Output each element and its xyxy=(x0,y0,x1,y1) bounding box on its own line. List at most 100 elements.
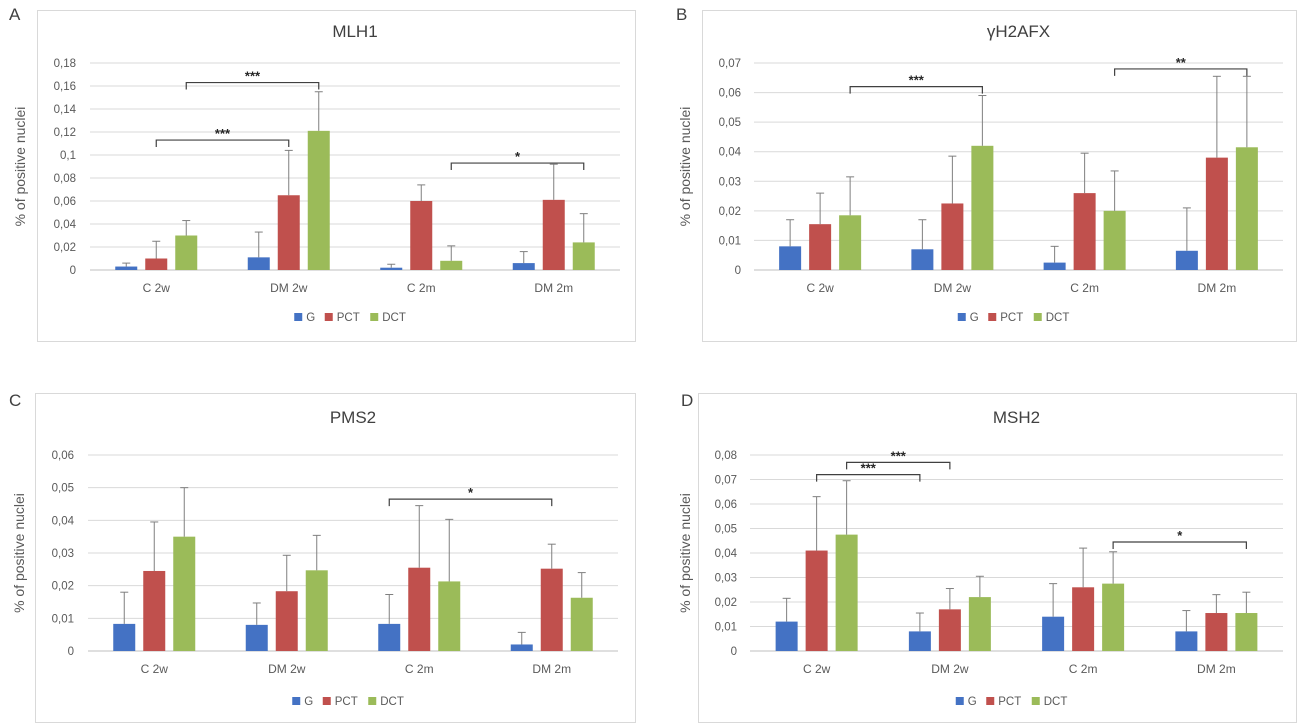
bar-pct xyxy=(1205,157,1228,270)
x-tick-label: DM 2w xyxy=(268,662,306,676)
chart-title: PMS2 xyxy=(330,408,376,427)
panel-label-a: A xyxy=(9,5,21,24)
bar-g xyxy=(779,246,802,270)
legend-swatch-g xyxy=(294,313,303,321)
y-tick-label: 0,14 xyxy=(54,104,77,116)
bar-dct xyxy=(305,570,328,651)
significance-label: ** xyxy=(1176,55,1187,70)
panel-label-c: C xyxy=(9,391,22,410)
chart-frame-d xyxy=(698,393,1297,723)
y-tick-label: 0,03 xyxy=(52,548,74,560)
legend-swatch-g xyxy=(955,697,964,705)
y-tick-label: 0 xyxy=(68,646,74,658)
y-tick-label: 0,01 xyxy=(715,622,737,634)
significance-label: *** xyxy=(245,69,261,84)
bar-g xyxy=(510,644,533,651)
y-tick-label: 0,02 xyxy=(719,206,741,218)
chart-frame-c xyxy=(35,393,636,723)
x-tick-label: DM 2w xyxy=(934,281,972,295)
bar-dct xyxy=(1102,583,1125,651)
bar-dct xyxy=(1103,210,1126,270)
legend-swatch-g xyxy=(292,697,301,705)
y-tick-label: 0,02 xyxy=(54,242,76,254)
y-tick-label: 0,06 xyxy=(52,450,74,462)
legend-label-pct: PCT xyxy=(337,312,360,324)
bar-dct xyxy=(1235,613,1258,651)
bar-g xyxy=(1042,616,1065,651)
x-tick-label: C 2w xyxy=(143,281,171,295)
x-tick-label: DM 2w xyxy=(931,662,969,676)
bar-g xyxy=(247,257,270,270)
y-axis-label: % of positive nuclei xyxy=(677,493,693,613)
significance-bracket xyxy=(1114,68,1248,76)
significance-label: * xyxy=(1177,528,1183,543)
x-tick-label: DM 2m xyxy=(532,662,571,676)
legend-label-g: G xyxy=(968,696,977,708)
y-tick-label: 0,08 xyxy=(715,450,737,462)
significance-bracket xyxy=(816,474,921,482)
y-tick-label: 0,18 xyxy=(54,58,76,70)
legend-label-g: G xyxy=(970,312,979,324)
bar-g xyxy=(1043,262,1066,270)
bar-pct xyxy=(410,201,433,270)
bar-pct xyxy=(542,199,565,270)
bar-g xyxy=(908,631,931,651)
legend-label-dct: DCT xyxy=(380,696,404,708)
chart-title: MSH2 xyxy=(993,408,1040,427)
y-axis-label: % of positive nuclei xyxy=(12,107,28,227)
legend-label-pct: PCT xyxy=(1000,312,1023,324)
significance-bracket xyxy=(846,461,951,470)
legend-swatch-g xyxy=(957,313,966,321)
bar-pct xyxy=(1205,613,1228,651)
bar-pct xyxy=(145,258,168,270)
y-tick-label: 0,05 xyxy=(52,483,74,495)
bar-g xyxy=(378,623,401,651)
y-tick-label: 0,05 xyxy=(719,117,741,129)
y-tick-label: 0,01 xyxy=(719,235,741,247)
legend-swatch-dct xyxy=(368,697,377,705)
bar-g xyxy=(1175,250,1198,270)
legend-label-dct: DCT xyxy=(1044,696,1068,708)
significance-bracket xyxy=(1112,541,1247,549)
x-tick-label: C 2m xyxy=(405,662,434,676)
x-tick-label: C 2m xyxy=(1069,662,1098,676)
bar-dct xyxy=(307,130,330,270)
y-tick-label: 0,08 xyxy=(54,173,76,185)
bar-dct xyxy=(440,260,463,270)
bar-pct xyxy=(805,550,828,651)
y-tick-label: 0,07 xyxy=(719,58,741,70)
significance-label: * xyxy=(468,485,474,500)
legend-label-dct: DCT xyxy=(382,312,406,324)
bar-pct xyxy=(938,609,961,651)
significance-bracket xyxy=(450,162,585,171)
bar-g xyxy=(115,266,138,270)
bar-pct xyxy=(275,591,298,651)
x-tick-label: DM 2w xyxy=(270,281,308,295)
y-tick-label: 0,06 xyxy=(719,88,741,100)
legend-swatch-dct xyxy=(1033,313,1042,321)
bar-g xyxy=(113,623,136,651)
significance-bracket xyxy=(185,81,320,90)
y-tick-label: 0,02 xyxy=(52,581,74,593)
x-tick-label: DM 2m xyxy=(1198,281,1237,295)
significance-label: *** xyxy=(861,461,877,476)
significance-label: *** xyxy=(215,126,231,141)
bar-g xyxy=(911,249,934,270)
legend-swatch-dct xyxy=(1031,697,1040,705)
y-tick-label: 0 xyxy=(735,265,741,277)
y-tick-label: 0,1 xyxy=(60,150,76,162)
x-tick-label: C 2w xyxy=(141,662,169,676)
y-tick-label: 0,12 xyxy=(54,127,76,139)
y-tick-label: 0,04 xyxy=(52,515,75,527)
bar-pct xyxy=(277,195,300,270)
bar-dct xyxy=(175,235,198,270)
legend-swatch-pct xyxy=(986,697,995,705)
significance-label: *** xyxy=(891,448,907,463)
x-tick-label: DM 2m xyxy=(534,281,573,295)
significance-label: * xyxy=(515,149,521,164)
legend-swatch-pct xyxy=(322,697,331,705)
legend-label-pct: PCT xyxy=(998,696,1021,708)
bar-dct xyxy=(572,242,595,270)
significance-bracket xyxy=(155,139,290,148)
